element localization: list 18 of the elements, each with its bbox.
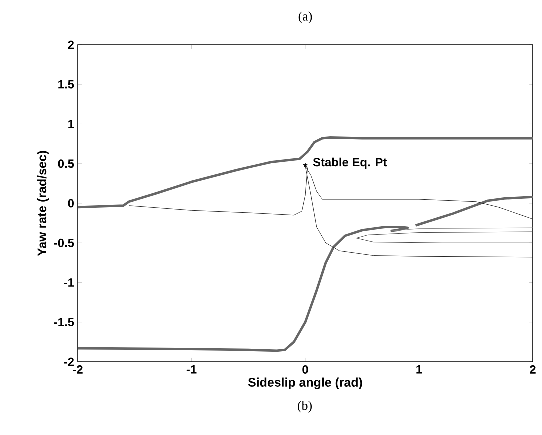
y-axis-title: Yaw rate (rad/sec): [37, 151, 50, 256]
y-tick-label: 2: [68, 40, 74, 50]
x-tick-label: 0: [302, 366, 308, 374]
y-tick-label: 0.5: [58, 160, 74, 168]
x-axis-title: Sideslip angle (rad): [248, 378, 362, 390]
x-tick-label: 1: [416, 366, 422, 374]
y-tick-label: 1.5: [58, 80, 74, 89]
y-tick-label: -1: [64, 278, 74, 287]
y-tick-label: 1: [68, 120, 74, 128]
x-tick-label: 2: [530, 366, 536, 374]
y-tick-label: -0.5: [54, 238, 74, 248]
text: (b): [298, 401, 312, 413]
x-tick-label: -1: [186, 366, 197, 374]
annotation: Stable Eq. Pt: [313, 158, 388, 170]
chart-title: (a): [298, 12, 312, 24]
y-tick-label: -1.5: [54, 318, 74, 327]
y-tick-label: -2: [64, 358, 74, 366]
y-tick-label: 0: [68, 199, 74, 208]
